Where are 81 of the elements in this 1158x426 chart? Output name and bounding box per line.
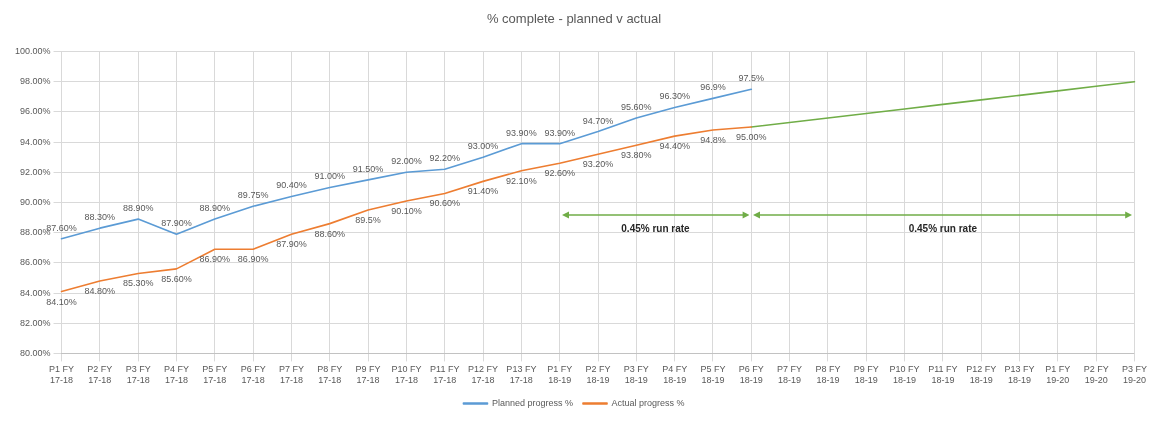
x-tick-label: P2 FY 19-20 bbox=[1083, 364, 1109, 386]
data-label: 94.8% bbox=[700, 135, 726, 146]
chart-title: % complete - planned v actual bbox=[486, 11, 662, 27]
x-tick-label: P8 FY 18-19 bbox=[815, 364, 841, 386]
y-tick-label: 98.00% bbox=[20, 76, 51, 87]
x-tick-label: P11 FY 17-18 bbox=[430, 364, 460, 386]
x-tick-label: P6 FY 18-19 bbox=[738, 364, 764, 386]
data-label: 94.70% bbox=[582, 115, 614, 126]
y-tick-label: 82.00% bbox=[20, 317, 51, 328]
x-tick-label: P12 FY 18-19 bbox=[966, 364, 997, 386]
x-tick-label: P1 FY 17-18 bbox=[49, 364, 75, 386]
x-tick-label: P7 FY 18-19 bbox=[777, 364, 803, 386]
data-label: 93.80% bbox=[621, 150, 652, 161]
data-label: 93.90% bbox=[544, 127, 575, 138]
data-label: 87.90% bbox=[276, 239, 307, 250]
data-label: 90.60% bbox=[429, 198, 460, 209]
data-label: 96.9% bbox=[700, 82, 726, 93]
data-label: 88.90% bbox=[199, 203, 231, 214]
x-tick-label: P12 FY 17-18 bbox=[468, 364, 499, 386]
data-label: 91.40% bbox=[467, 186, 499, 197]
data-label: 88.90% bbox=[122, 203, 154, 214]
x-tick-label: P11 FY 18-19 bbox=[928, 364, 958, 386]
data-label: 95.00% bbox=[736, 132, 767, 143]
y-tick-label: 94.00% bbox=[20, 136, 51, 147]
data-label: 93.20% bbox=[582, 159, 614, 170]
x-tick-label: P10 FY 18-19 bbox=[889, 364, 920, 386]
data-label: 92.20% bbox=[429, 153, 460, 164]
x-tick-label: P4 FY 18-19 bbox=[662, 364, 688, 386]
data-label: 92.00% bbox=[391, 156, 422, 167]
x-tick-label: P3 FY 19-20 bbox=[1121, 364, 1147, 386]
legend-label: Actual progress % bbox=[611, 397, 685, 408]
data-label: 93.90% bbox=[506, 127, 537, 138]
x-tick-label: P3 FY 18-19 bbox=[623, 364, 649, 386]
y-tick-label: 86.00% bbox=[20, 257, 51, 268]
data-label: 88.60% bbox=[314, 228, 346, 239]
data-label: 90.40% bbox=[276, 180, 307, 191]
data-label: 85.60% bbox=[161, 273, 192, 284]
annotation: 0.45% run rate bbox=[907, 223, 979, 235]
x-tick-label: P9 FY 18-19 bbox=[853, 364, 879, 386]
x-tick-label: P2 FY 17-18 bbox=[87, 364, 113, 386]
x-tick-label: P8 FY 17-18 bbox=[317, 364, 343, 386]
data-label: 89.5% bbox=[355, 215, 381, 226]
data-label: 90.10% bbox=[391, 205, 422, 216]
data-label: 87.90% bbox=[161, 218, 192, 229]
y-tick-label: 90.00% bbox=[20, 196, 51, 207]
x-tick-label: P4 FY 17-18 bbox=[163, 364, 189, 386]
x-tick-label: P13 FY 18-19 bbox=[1004, 364, 1035, 386]
x-tick-label: P5 FY 18-19 bbox=[700, 364, 726, 386]
x-tick-label: P3 FY 17-18 bbox=[125, 364, 151, 386]
x-tick-label: P10 FY 17-18 bbox=[391, 364, 422, 386]
y-tick-label: 80.00% bbox=[20, 347, 51, 358]
x-tick-label: P7 FY 17-18 bbox=[278, 364, 304, 386]
data-label: 88.30% bbox=[84, 212, 116, 223]
data-label: 86.90% bbox=[237, 254, 269, 265]
data-label: 84.10% bbox=[46, 296, 77, 307]
x-tick-label: P1 FY 19-20 bbox=[1045, 364, 1071, 386]
legend-label: Planned progress % bbox=[491, 397, 574, 408]
x-tick-label: P5 FY 17-18 bbox=[202, 364, 228, 386]
annotation: 0.45% run rate bbox=[620, 223, 691, 235]
data-label: 86.90% bbox=[199, 254, 231, 265]
x-tick-label: P2 FY 18-19 bbox=[585, 364, 611, 386]
x-tick-label: P1 FY 18-19 bbox=[547, 364, 573, 386]
y-tick-label: 96.00% bbox=[20, 106, 51, 117]
data-label: 92.60% bbox=[544, 168, 575, 179]
data-label: 91.50% bbox=[352, 163, 384, 174]
data-label: 95.60% bbox=[621, 101, 652, 112]
y-tick-label: 84.00% bbox=[20, 287, 51, 298]
data-label: 84.80% bbox=[84, 285, 116, 296]
data-label: 96.30% bbox=[659, 91, 690, 102]
data-label: 85.30% bbox=[122, 278, 154, 289]
x-tick-label: P6 FY 17-18 bbox=[240, 364, 266, 386]
y-tick-label: 92.00% bbox=[20, 166, 51, 177]
data-label: 93.00% bbox=[467, 141, 499, 152]
data-label: 94.40% bbox=[659, 141, 690, 152]
x-tick-label: P9 FY 17-18 bbox=[355, 364, 381, 386]
data-label: 97.5% bbox=[738, 73, 765, 84]
y-tick-label: 100.00% bbox=[15, 46, 51, 57]
data-label: 89.75% bbox=[237, 190, 269, 201]
data-label: 92.10% bbox=[506, 175, 537, 186]
x-tick-label: P13 FY 17-18 bbox=[506, 364, 537, 386]
data-label: 91.00% bbox=[314, 171, 346, 182]
